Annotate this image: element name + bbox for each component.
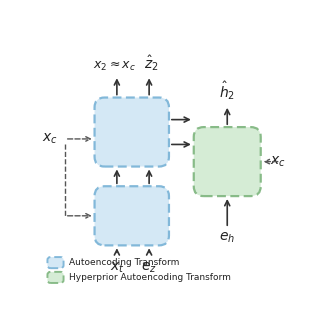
Text: $x_c$: $x_c$ <box>270 155 285 169</box>
FancyBboxPatch shape <box>95 186 169 245</box>
Text: $x_t$: $x_t$ <box>109 260 124 275</box>
Text: $x_c$: $x_c$ <box>42 132 57 146</box>
FancyBboxPatch shape <box>194 127 261 196</box>
Text: $x_2 \approx x_c$: $x_2 \approx x_c$ <box>93 60 136 73</box>
Text: Hyperprior Autoencoding Transform: Hyperprior Autoencoding Transform <box>68 273 230 282</box>
Text: $\hat{h}_2$: $\hat{h}_2$ <box>219 80 235 102</box>
FancyBboxPatch shape <box>95 98 169 166</box>
Text: $e_h$: $e_h$ <box>219 231 235 245</box>
Text: Autoencoding Transform: Autoencoding Transform <box>68 258 179 267</box>
Text: $e_z$: $e_z$ <box>141 260 157 275</box>
FancyBboxPatch shape <box>47 257 64 268</box>
Text: $\hat{z}_2$: $\hat{z}_2$ <box>144 53 159 73</box>
FancyBboxPatch shape <box>47 272 64 283</box>
